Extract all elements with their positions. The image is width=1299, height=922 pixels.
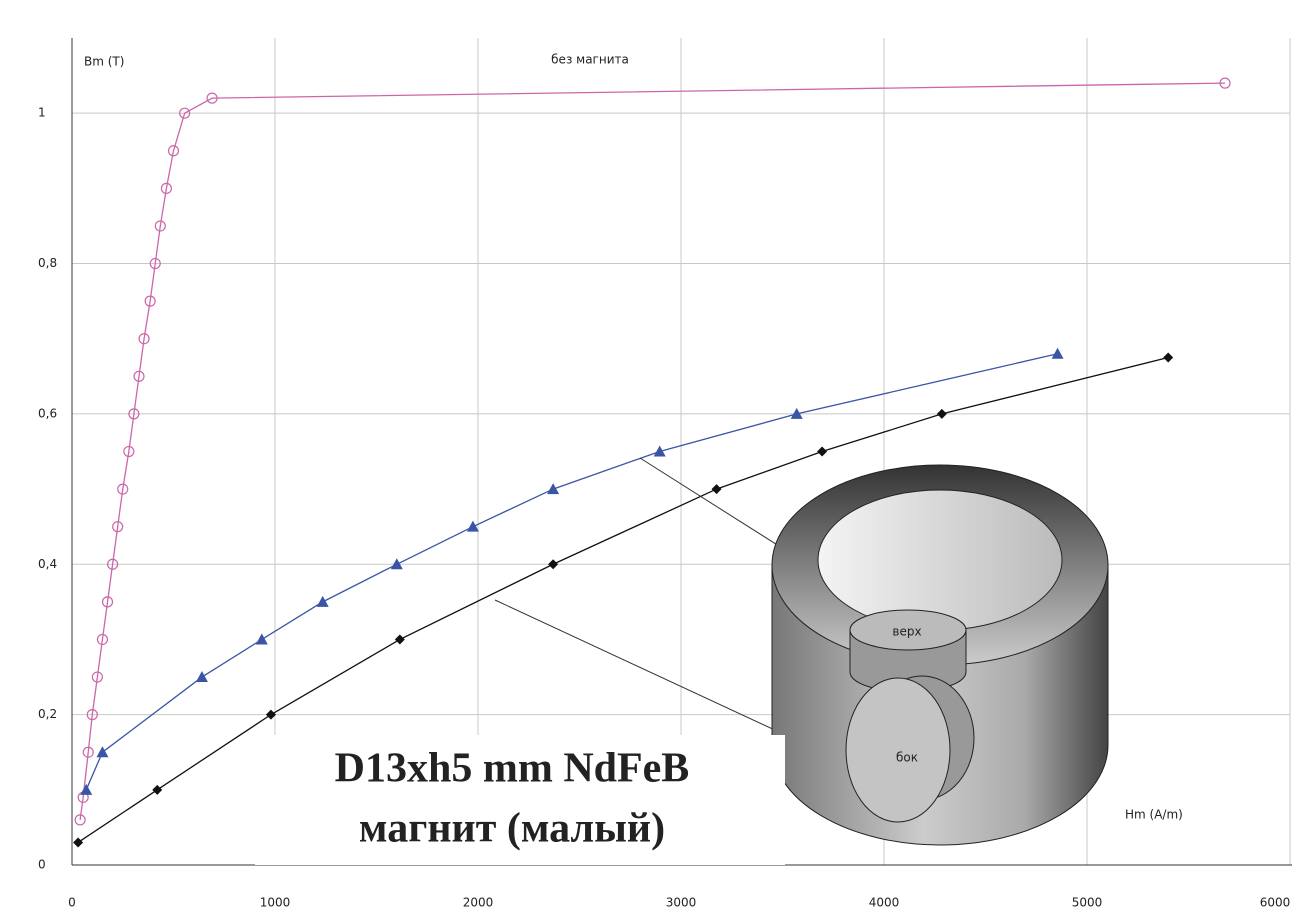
x-tick-label: 6000 xyxy=(1260,896,1291,910)
marker xyxy=(73,837,83,847)
x-tick-label: 5000 xyxy=(1072,896,1103,910)
chart: 00,20,40,60,810100020003000400050006000 … xyxy=(0,0,1299,918)
marker xyxy=(467,521,479,532)
y-tick-label: 0,6 xyxy=(38,406,57,420)
x-tick-label: 4000 xyxy=(869,896,900,910)
caption: магнит (малый) xyxy=(359,806,665,852)
marker xyxy=(266,710,276,720)
marker xyxy=(152,785,162,795)
marker xyxy=(1052,348,1064,359)
series-label: без магнита xyxy=(551,53,629,67)
series-label: верх xyxy=(892,625,921,639)
marker xyxy=(937,409,947,419)
y-tick-label: 0,8 xyxy=(38,256,57,270)
caption: D13xh5 mm NdFeB xyxy=(335,746,690,792)
marker xyxy=(80,784,92,795)
series-label: бок xyxy=(896,751,918,765)
marker xyxy=(196,671,208,682)
y-tick-label: 0 xyxy=(38,858,46,872)
marker xyxy=(1163,353,1173,363)
marker xyxy=(256,633,268,644)
y-tick-label: 0,2 xyxy=(38,707,57,721)
x-tick-label: 3000 xyxy=(666,896,697,910)
y-tick-label: 1 xyxy=(38,106,46,120)
marker xyxy=(317,596,329,607)
x-tick-label: 2000 xyxy=(463,896,494,910)
marker xyxy=(395,634,405,644)
x-tick-label: 0 xyxy=(68,896,76,910)
marker xyxy=(712,484,722,494)
x-tick-label: 1000 xyxy=(260,896,291,910)
x-axis-label: Hm (A/m) xyxy=(1125,808,1183,822)
marker xyxy=(548,559,558,569)
marker xyxy=(547,483,559,494)
marker xyxy=(817,447,827,457)
y-axis-label: Bm (T) xyxy=(84,55,124,69)
magnet-pictogram xyxy=(772,465,1108,845)
y-tick-label: 0,4 xyxy=(38,557,57,571)
marker xyxy=(96,746,108,757)
